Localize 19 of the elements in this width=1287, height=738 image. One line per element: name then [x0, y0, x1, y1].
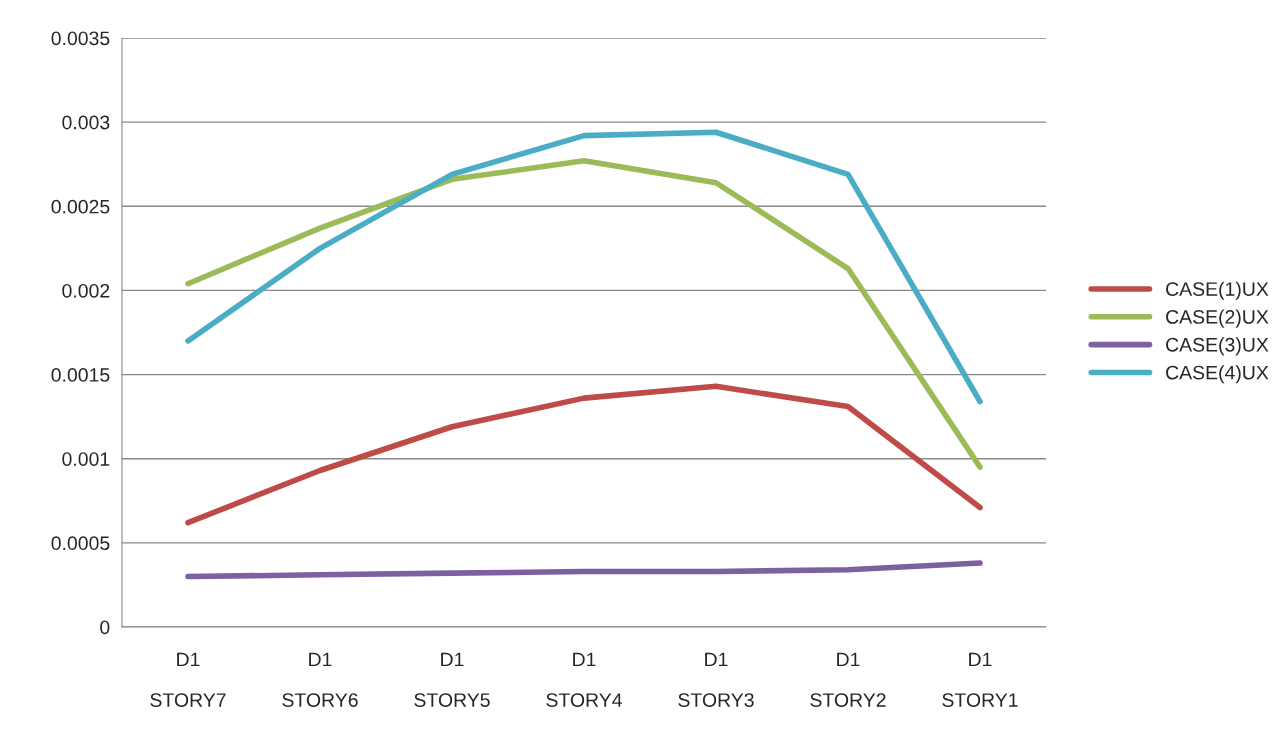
legend-label: CASE(1)UX — [1166, 281, 1269, 300]
category-label: D1 STORY4 — [546, 652, 622, 707]
y-tick-label: 0.0015 — [51, 368, 110, 382]
y-tick-label: 0.003 — [62, 115, 110, 130]
category-label: D1 STORY5 — [414, 652, 490, 707]
category-label: D1 STORY2 — [810, 652, 886, 707]
y-tick-label: 0.0025 — [51, 199, 110, 214]
legend-label: CASE(4)UX — [1166, 365, 1269, 384]
category-label: D1 STORY3 — [678, 652, 754, 707]
category-label: D1 STORY6 — [282, 652, 358, 707]
y-tick-label: 0.0005 — [51, 536, 110, 551]
y-tick-label: 0.002 — [62, 283, 110, 298]
category-label: D1 STORY7 — [150, 652, 226, 707]
legend-label: CASE(2)UX — [1166, 309, 1269, 328]
legend-label: CASE(3)UX — [1166, 337, 1269, 356]
category-label: D1 STORY1 — [942, 652, 1018, 707]
y-tick-label: 0.0035 — [51, 31, 110, 46]
y-tick-label: 0.001 — [62, 452, 110, 466]
y-tick-label: 0 — [100, 620, 110, 635]
